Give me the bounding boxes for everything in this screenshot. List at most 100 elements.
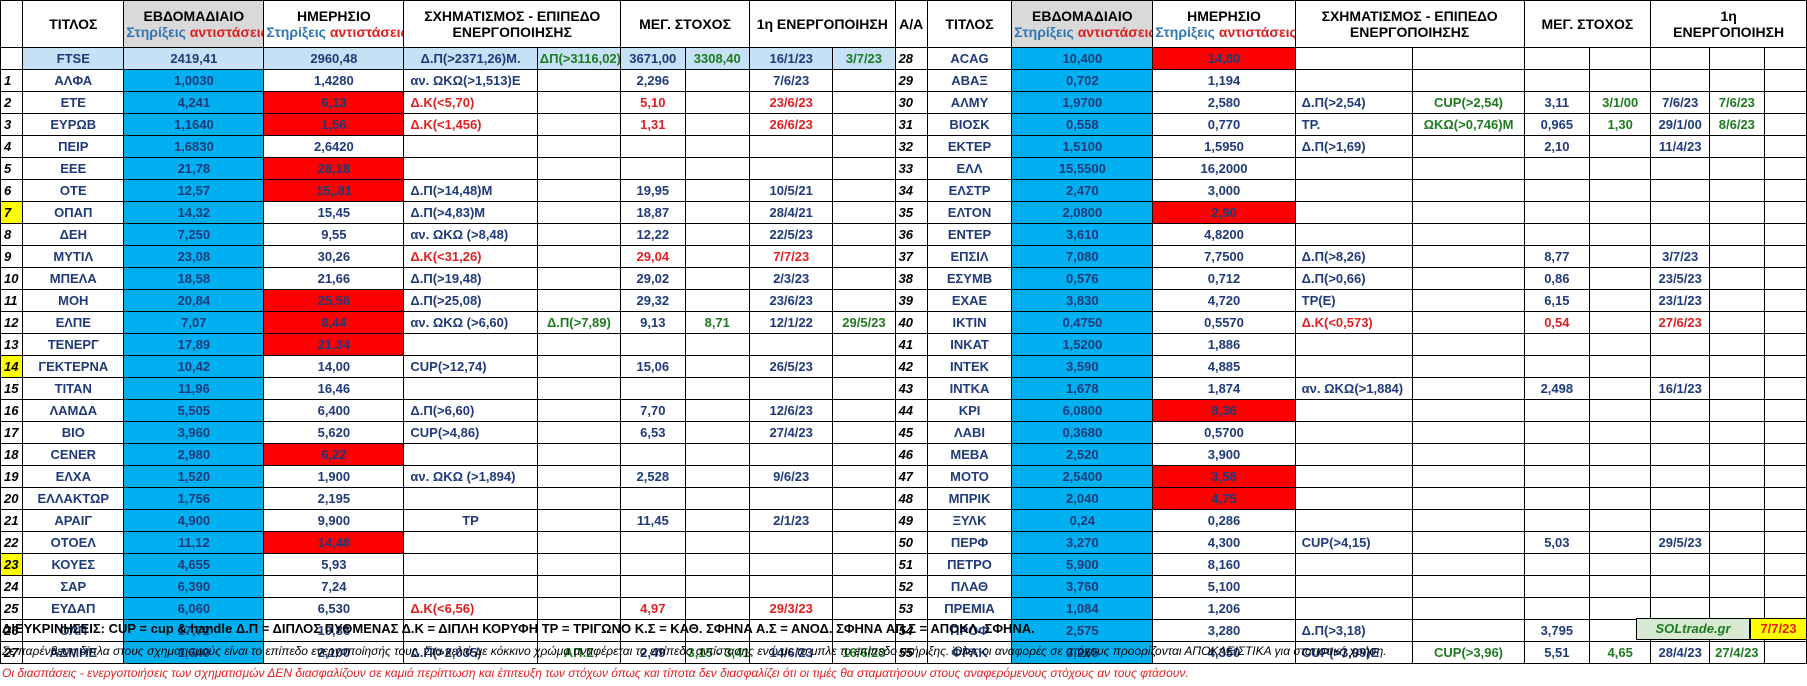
activation-cell-3: [1763, 487, 1807, 510]
stock-name: ΕΛΧΑ: [22, 465, 125, 488]
activation-cell-2: [832, 553, 896, 576]
header-weekly-supports: Στηρίξεις: [126, 24, 186, 40]
stock-name: ΑΡΑΙΓ: [22, 509, 125, 532]
activation-cell: 3/7/23: [1650, 245, 1711, 268]
activation-cell-3: [1763, 157, 1807, 180]
pattern-cell-2: [536, 91, 622, 114]
target-cell-2: [684, 465, 750, 488]
daily-value: 3,900: [1152, 443, 1296, 466]
activation-cell: [1650, 597, 1711, 620]
row-number: 33: [894, 157, 928, 180]
pattern-cell-2: [536, 377, 622, 400]
ftse-activation-2: 3/7/23: [832, 47, 896, 70]
header-daily-right-supports: Στηρίξεις: [1155, 24, 1215, 40]
stock-name: ΙΚΤΙΝ: [926, 311, 1013, 334]
pattern-cell-2: [536, 465, 622, 488]
activation-cell-2: [832, 333, 896, 356]
ftse-activation: 16/1/23: [748, 47, 834, 70]
stock-name: CENER: [22, 443, 125, 466]
target-cell: [1523, 487, 1591, 510]
activation-cell: 12/1/22: [748, 311, 834, 334]
pattern-cell-2: [536, 245, 622, 268]
pattern-cell-2: [536, 531, 622, 554]
target-cell: [1523, 47, 1591, 70]
daily-value: 0,712: [1152, 267, 1296, 290]
target-cell-2: [1589, 575, 1652, 598]
pattern-cell: [1294, 421, 1414, 444]
target-cell-2: [684, 135, 750, 158]
target-cell: 0,86: [1523, 267, 1591, 290]
activation-cell: [1650, 69, 1711, 92]
activation-cell-2: [832, 509, 896, 532]
daily-value: 1,886: [1152, 333, 1296, 356]
table-row: 14 ΓΕΚΤΕΡΝΑ 10,42 14,00 CUP(>12,74) 15,06 26/5…: [0, 355, 1807, 378]
pattern-cell-2: [536, 69, 622, 92]
activation-cell-3: [1763, 91, 1807, 114]
row-number: 25: [0, 597, 24, 620]
header-weekly-resistances: αντιστάσεις: [189, 24, 264, 40]
daily-value: 7,24: [263, 575, 405, 598]
pattern-cell-2: [536, 487, 622, 510]
activation-cell: 23/6/23: [748, 289, 834, 312]
weekly-value: 5,900: [1011, 553, 1154, 576]
target-cell: [1523, 465, 1591, 488]
row-number: 7: [0, 201, 24, 224]
target-cell-2: [684, 575, 750, 598]
stock-name: ΠΡΕΜΙΑ: [926, 597, 1013, 620]
target-cell: [620, 333, 686, 356]
activation-cell-2: [1709, 421, 1765, 444]
target-cell-2: [684, 597, 750, 620]
daily-value: 15,,81: [263, 179, 405, 202]
pattern-cell-2: [536, 289, 622, 312]
signals-table: ΤΙΤΛΟΣ ΕΒΔΟΜΑΔΙΑΙΟ Στηρίξεις αντιστάσεις …: [0, 0, 1807, 664]
row-number: 19: [0, 465, 24, 488]
weekly-value: 2,520: [1011, 443, 1154, 466]
table-row: 20 ΕΛΛΑΚΤΩΡ 1,756 2,195 48 ΜΠΡΙΚ 2,040 4,75: [0, 487, 1807, 510]
activation-cell: [748, 531, 834, 554]
activation-cell: [748, 553, 834, 576]
daily-value: 1,900: [263, 465, 405, 488]
activation-cell: 29/5/23: [1650, 531, 1711, 554]
target-cell: 2,49: [620, 641, 686, 664]
activation-cell: [1650, 179, 1711, 202]
row-number: 35: [894, 201, 928, 224]
daily-value: 1,874: [1152, 377, 1296, 400]
ftse-daily: 2960,48: [263, 47, 405, 70]
row-number: 14: [0, 355, 24, 378]
table-row: 17 ΒΙΟ 3,960 5,620 CUP(>4,86) 6,53 27/4/23 45 ΛΑ…: [0, 421, 1807, 444]
daily-value: 14,48: [263, 531, 405, 554]
pattern-cell: αν. ΩΚΩ (>8,48): [403, 223, 538, 246]
activation-cell-2: 7/6/23: [1709, 91, 1765, 114]
ftse-pattern-2: ΔΠ(>3116,02): [536, 47, 622, 70]
activation-cell-3: [1763, 267, 1807, 290]
header-activation-right-line2: ΕΝΕΡΓΟΠΟΙΗΣΗ: [1673, 24, 1785, 40]
activation-cell-2: [832, 531, 896, 554]
activation-cell-2: [832, 91, 896, 114]
table-row: 2 ΕΤΕ 4,241 6,13 Δ.Κ(<5,70) 5,10 23/6/23 30 ΑΛΜΥ…: [0, 91, 1807, 114]
pattern-cell-2: [536, 135, 622, 158]
pattern-cell-2: [1412, 333, 1525, 356]
activation-cell-2: [1709, 157, 1765, 180]
activation-cell: [748, 575, 834, 598]
weekly-value: 10,42: [123, 355, 265, 378]
activation-cell: 7/7/23: [748, 245, 834, 268]
activation-cell-2: 27/4/23: [1709, 641, 1765, 664]
daily-value: 21,34: [263, 333, 405, 356]
target-cell: 2,528: [620, 465, 686, 488]
weekly-value: 1,678: [1011, 377, 1154, 400]
weekly-value: 15,5500: [1011, 157, 1154, 180]
daily-value: 4,8200: [1152, 223, 1296, 246]
activation-cell-2: [1709, 69, 1765, 92]
daily-value: 1,194: [1152, 69, 1296, 92]
row-number: 5: [0, 157, 24, 180]
activation-cell: [1650, 575, 1711, 598]
activation-cell-3: [1763, 245, 1807, 268]
footer-note-1: Σε παρένθεση δίπλα στους σχηματισμούς εί…: [2, 644, 1387, 658]
target-cell-2: [684, 157, 750, 180]
table-row: 13 ΤΕΝΕΡΓ 17,89 21,34 41 ΙΝΚΑΤ 1,5200 1,886: [0, 333, 1807, 356]
activation-cell-3: [1763, 641, 1807, 664]
footer-note-2: Οι διασπάσεις - ενεργοποιήσεις των σχημα…: [2, 666, 1189, 680]
daily-value: 25,56: [263, 289, 405, 312]
activation-cell-2: [832, 575, 896, 598]
pattern-cell: [403, 487, 538, 510]
